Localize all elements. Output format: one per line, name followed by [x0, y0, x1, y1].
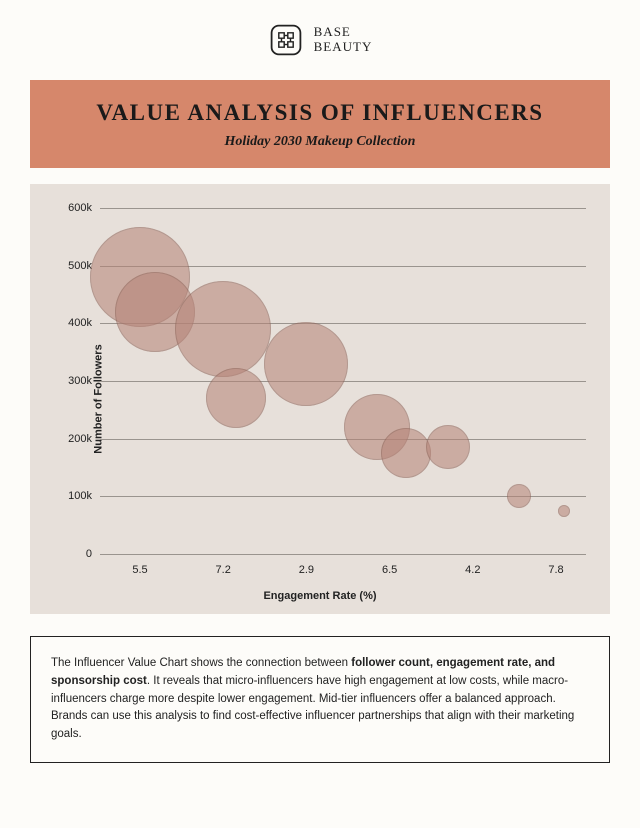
bubble: [206, 368, 266, 428]
brand-name: BASE BEAUTY: [314, 25, 373, 55]
bubble: [381, 428, 431, 478]
x-tick-label: 4.2: [465, 564, 480, 576]
y-tick-label: 300k: [68, 375, 92, 387]
y-tick-label: 100k: [68, 490, 92, 502]
description-box: The Influencer Value Chart shows the con…: [30, 636, 610, 763]
y-tick-label: 0: [86, 548, 92, 560]
y-tick-label: 200k: [68, 433, 92, 445]
brand-name-line1: BASE: [314, 25, 373, 40]
bubble-chart: Number of Followers Engagement Rate (%) …: [30, 184, 610, 614]
x-tick-label: 7.8: [548, 564, 563, 576]
x-axis-label: Engagement Rate (%): [263, 590, 376, 602]
page-subtitle: Holiday 2030 Makeup Collection: [30, 134, 610, 150]
y-tick-label: 600k: [68, 202, 92, 214]
brand-logo-icon: [268, 22, 304, 58]
chart-plot-area: 0100k200k300k400k500k600k5.57.22.96.54.2…: [100, 208, 586, 554]
gridline: [100, 208, 586, 209]
brand-name-line2: BEAUTY: [314, 40, 373, 55]
x-tick-label: 2.9: [299, 564, 314, 576]
brand-logo-row: BASE BEAUTY: [0, 0, 640, 72]
gridline: [100, 439, 586, 440]
bubble: [507, 484, 531, 508]
page-title: VALUE ANALYSIS OF INFLUENCERS: [30, 100, 610, 126]
bubble: [175, 281, 271, 377]
bubble: [426, 425, 470, 469]
x-tick-label: 6.5: [382, 564, 397, 576]
y-tick-label: 400k: [68, 317, 92, 329]
bubble: [264, 322, 348, 406]
y-tick-label: 500k: [68, 260, 92, 272]
gridline: [100, 554, 586, 555]
x-tick-label: 7.2: [216, 564, 231, 576]
description-pre: The Influencer Value Chart shows the con…: [51, 657, 351, 669]
bubble: [558, 505, 570, 517]
title-banner: VALUE ANALYSIS OF INFLUENCERS Holiday 20…: [30, 80, 610, 168]
x-tick-label: 5.5: [132, 564, 147, 576]
